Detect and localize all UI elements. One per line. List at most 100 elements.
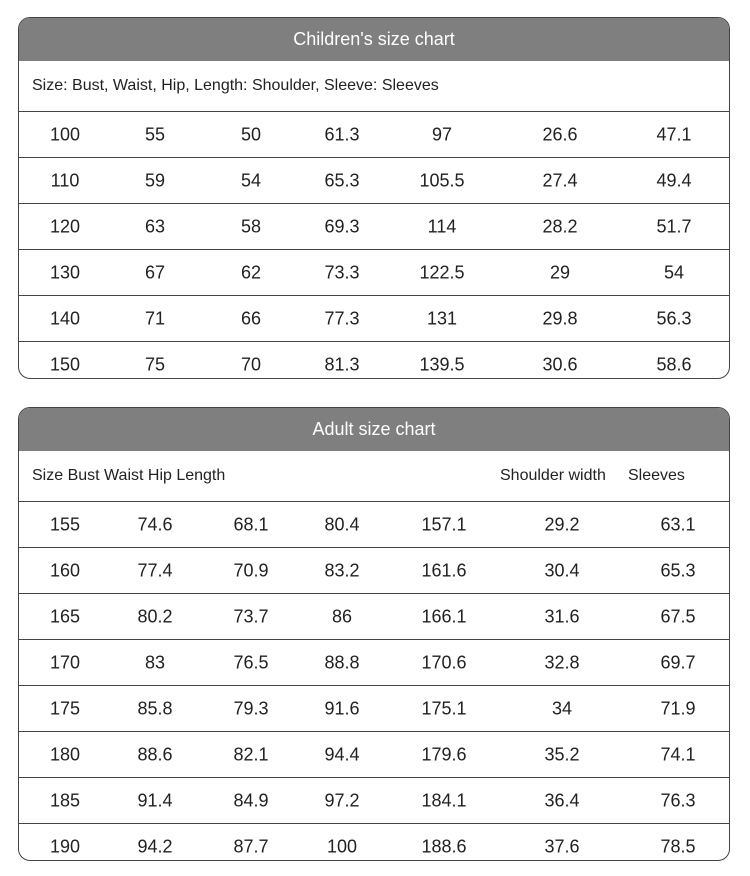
table-row: 175 85.8 79.3 91.6 175.1 34 71.9 <box>19 686 729 732</box>
children-table: Children's size chart Size: Bust, Waist,… <box>18 17 730 379</box>
table-cell: 110 <box>50 170 80 190</box>
table-cell: 65.3 <box>324 170 360 190</box>
table-cell: 160 <box>49 560 81 580</box>
adult-table: Adult size chart Size Bust Waist Hip Len… <box>18 407 730 861</box>
table-cell: 84.9 <box>233 790 269 810</box>
table-cell: 71.9 <box>660 698 696 718</box>
table-cell: 36.4 <box>544 790 580 810</box>
table-cell: 30.4 <box>544 560 580 580</box>
table-cell: 70 <box>240 354 262 374</box>
table-cell: 87.7 <box>233 836 269 856</box>
table-cell: 29.2 <box>544 514 580 534</box>
table-cell: 184.1 <box>421 790 467 810</box>
table-cell: 74.1 <box>660 744 696 764</box>
table-cell: 91.6 <box>324 698 360 718</box>
table-cell: 179.6 <box>421 744 467 764</box>
table-cell: 81.3 <box>324 354 360 374</box>
table-cell: 80.4 <box>324 514 360 534</box>
table-cell: 165 <box>49 606 81 626</box>
table-cell: 97 <box>431 124 453 144</box>
table-cell: 26.6 <box>542 124 578 144</box>
table-cell: 170.6 <box>421 652 467 672</box>
table-cell: 50 <box>240 124 262 144</box>
table-row: 100 55 50 61.3 97 26.6 47.1 <box>19 112 729 158</box>
table-cell: 83.2 <box>324 560 360 580</box>
table-row: 165 80.2 73.7 86 166.1 31.6 67.5 <box>19 594 729 640</box>
table-cell: 190 <box>49 836 81 856</box>
table-cell: 58.6 <box>656 354 692 374</box>
table-cell: 170 <box>49 652 81 672</box>
table-cell: 82.1 <box>233 744 269 764</box>
table-body: 100 55 50 61.3 97 26.6 47.1 110 59 54 65.3 105.5 27.… <box>19 112 729 378</box>
table-cell: 91.4 <box>137 790 173 810</box>
table-cell: 78.5 <box>660 836 696 856</box>
table-cell: 31.6 <box>544 606 580 626</box>
table-cell: 62 <box>240 262 262 282</box>
table-cell: 150 <box>49 354 81 374</box>
table-cell: 67.5 <box>660 606 696 626</box>
table-row: 110 59 54 65.3 105.5 27.4 49.4 <box>19 158 729 204</box>
table-title: Adult size chart <box>19 408 729 451</box>
table-row: 150 75 70 81.3 139.5 30.6 58.6 <box>19 342 729 378</box>
table-cell: 155 <box>49 514 81 534</box>
table-cell: 180 <box>49 744 81 764</box>
table-row: 190 94.2 87.7 100 188.6 37.6 78.5 <box>19 824 729 860</box>
header-text: Sleeves <box>628 467 685 484</box>
table-cell: 29.8 <box>542 308 578 328</box>
table-cell: 32.8 <box>544 652 580 672</box>
table-row: 130 67 62 73.3 122.5 29 54 <box>19 250 729 296</box>
table-cell: 37.6 <box>544 836 580 856</box>
table-cell: 74.6 <box>137 514 173 534</box>
table-cell: 70.9 <box>233 560 269 580</box>
table-cell: 83 <box>144 652 166 672</box>
table-cell: 35.2 <box>544 744 580 764</box>
table-cell: 114 <box>427 216 457 236</box>
table-cell: 122.5 <box>419 262 465 282</box>
table-cell: 120 <box>49 216 81 236</box>
table-row: 155 74.6 68.1 80.4 157.1 29.2 63.1 <box>19 502 729 548</box>
table-cell: 69.3 <box>324 216 360 236</box>
table-cell: 140 <box>49 308 81 328</box>
table-cell: 73.3 <box>324 262 360 282</box>
header-text: Size Bust Waist Hip Length <box>32 467 226 484</box>
table-cell: 76.3 <box>660 790 696 810</box>
table-cell: 157.1 <box>421 514 467 534</box>
table-cell: 88.8 <box>324 652 360 672</box>
table-cell: 86 <box>331 606 353 626</box>
table-cell: 63 <box>144 216 166 236</box>
table-cell: 29 <box>549 262 571 282</box>
table-cell: 175.1 <box>421 698 467 718</box>
table-cell: 47.1 <box>656 124 692 144</box>
table-cell: 85.8 <box>137 698 173 718</box>
table-row: 185 91.4 84.9 97.2 184.1 36.4 76.3 <box>19 778 729 824</box>
table-cell: 49.4 <box>656 170 692 190</box>
table-row: 140 71 66 77.3 131 29.8 56.3 <box>19 296 729 342</box>
table-cell: 55 <box>144 124 166 144</box>
table-cell: 73.7 <box>233 606 269 626</box>
table-cell: 69.7 <box>660 652 696 672</box>
table-cell: 77.4 <box>137 560 173 580</box>
table-cell: 28.2 <box>542 216 578 236</box>
table-cell: 77.3 <box>324 308 360 328</box>
table-cell: 80.2 <box>137 606 173 626</box>
table-cell: 175 <box>49 698 81 718</box>
table-cell: 166.1 <box>421 606 467 626</box>
table-body: 155 74.6 68.1 80.4 157.1 29.2 63.1 160 77.4 70.9 8… <box>19 502 729 860</box>
table-row: 160 77.4 70.9 83.2 161.6 30.4 65.3 <box>19 548 729 594</box>
table-cell: 54 <box>240 170 262 190</box>
table-cell: 61.3 <box>324 124 360 144</box>
table-cell: 27.4 <box>542 170 578 190</box>
table-row: 170 83 76.5 88.8 170.6 32.8 69.7 <box>19 640 729 686</box>
table-cell: 94.2 <box>137 836 173 856</box>
table-cell: 105.5 <box>419 170 465 190</box>
table-cell: 71 <box>144 308 166 328</box>
table-cell: 30.6 <box>542 354 578 374</box>
table-cell: 65.3 <box>660 560 696 580</box>
table-cell: 130 <box>49 262 81 282</box>
table-cell: 68.1 <box>233 514 269 534</box>
table-cell: 188.6 <box>421 836 467 856</box>
table-subtitle: Size: Bust, Waist, Hip, Length: Shoulder… <box>19 61 729 112</box>
table-cell: 59 <box>144 170 166 190</box>
table-cell: 185 <box>49 790 81 810</box>
table-cell: 161.6 <box>421 560 467 580</box>
